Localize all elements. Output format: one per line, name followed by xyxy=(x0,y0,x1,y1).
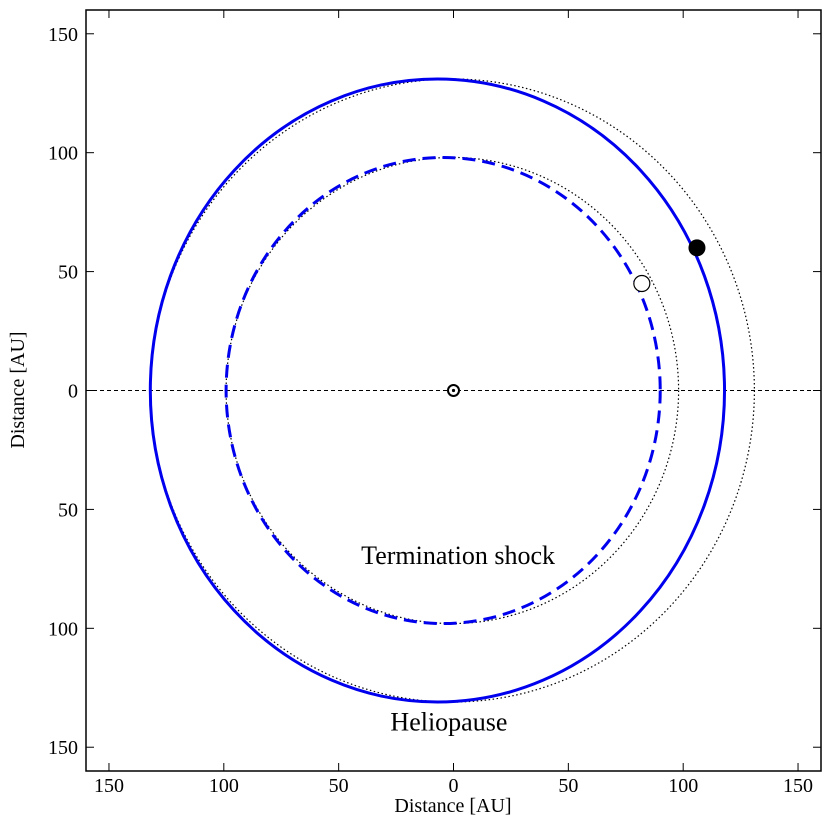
heliopause-ellipse xyxy=(148,77,727,704)
x-tick-label: 50 xyxy=(558,775,578,797)
open-circle-marker xyxy=(633,274,651,293)
y-tick-label: 100 xyxy=(48,618,78,640)
plot-frame xyxy=(85,9,822,772)
y-tick-label: 0 xyxy=(68,381,78,403)
x-tick-label: 50 xyxy=(329,775,349,797)
y-tick-label: 150 xyxy=(48,24,78,46)
heliopause-label: Heliopause xyxy=(390,708,507,737)
x-axis-title: Distance [AU] xyxy=(394,795,511,817)
annotations: Termination shock Heliopause xyxy=(361,541,555,736)
sun-symbol-center xyxy=(451,388,456,393)
filled-circle-marker xyxy=(688,239,706,257)
x-tick-label: 100 xyxy=(668,775,698,797)
x-tick-label: 100 xyxy=(209,775,239,797)
y-axis-title: Distance [AU] xyxy=(7,331,29,448)
tick-labels: 150 100 50 0 50 100 150 150 100 50 0 50 100 150 xyxy=(48,24,813,797)
x-tick-label: 150 xyxy=(94,775,124,797)
termination-shock-ellipse xyxy=(224,155,662,626)
x-tick-label: 150 xyxy=(783,775,813,797)
x-tick-label: 0 xyxy=(449,775,459,797)
y-tick-label: 150 xyxy=(48,737,78,759)
plot-area xyxy=(86,77,821,704)
y-tick-label: 50 xyxy=(58,499,78,521)
termination-shock-label: Termination shock xyxy=(361,541,555,570)
ticks xyxy=(86,10,821,771)
y-tick-label: 100 xyxy=(48,143,78,165)
y-tick-label: 50 xyxy=(58,262,78,284)
